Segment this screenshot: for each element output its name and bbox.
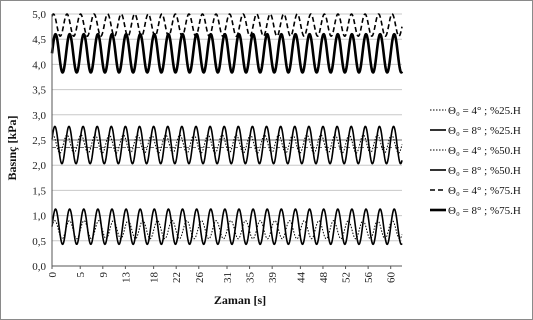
x-tick-label: 48: [318, 272, 330, 284]
series-lines: [50, 13, 404, 246]
y-tick-label: 3,5: [32, 85, 46, 97]
legend-label: Θ₀ = 8° ; %50.H: [448, 165, 521, 177]
x-tick-label: 56: [363, 272, 375, 284]
series-line: [51, 208, 403, 246]
x-tick-label: 13: [120, 272, 132, 284]
axes: 0,0 0,5 1,0 1,5 2,0 2,5 3,0 3,5 4,0 4,5 5,0 0 5 9 13 18…: [32, 9, 402, 283]
x-tick-label: 39: [267, 272, 279, 284]
x-tick-label: 35: [245, 272, 257, 284]
y-tick-label: 0,0: [32, 261, 46, 273]
legend-label: Θ₀ = 4° ; %25.H: [448, 105, 521, 117]
legend-label: Θ₀ = 8° ; %75.H: [448, 205, 521, 217]
y-tick-label: 1,0: [32, 211, 46, 223]
x-tick-label: 9: [98, 272, 110, 278]
x-tick-label: 18: [149, 272, 161, 284]
series-line: [51, 220, 403, 240]
y-tick-label: 4,5: [32, 34, 46, 46]
x-tick-label: 52: [341, 272, 353, 283]
y-tick-label: 3,0: [32, 110, 46, 122]
x-tick-label: 26: [194, 272, 206, 284]
legend-label: Θ₀ = 4° ; %50.H: [448, 145, 521, 157]
y-tick-label: 2,0: [32, 160, 46, 172]
x-tick-label: 31: [222, 272, 234, 283]
series-line: [51, 134, 403, 154]
y-tick-label: 4,0: [32, 59, 46, 71]
series-line: [50, 32, 404, 74]
x-tick-label: 22: [171, 272, 183, 283]
legend: Θ₀ = 4° ; %25.H Θ₀ = 8° ; %25.H Θ₀ = 4° ; …: [430, 105, 521, 217]
x-tick-label: 44: [295, 272, 307, 284]
y-tick-label: 2,5: [32, 135, 46, 147]
x-tick-label: 0: [47, 272, 59, 278]
y-tick-label: 5,0: [32, 9, 46, 21]
x-axis-title: Zaman [s]: [214, 293, 266, 307]
x-tick-label: 60: [386, 272, 398, 284]
x-tick-label: 5: [75, 272, 87, 278]
y-axis-title: Basınç [kPa]: [5, 115, 19, 180]
series-line: [51, 13, 403, 37]
legend-label: Θ₀ = 4° ; %75.H: [448, 185, 521, 197]
legend-label: Θ₀ = 8° ; %25.H: [448, 125, 521, 137]
y-tick-label: 0,5: [32, 236, 46, 248]
y-tick-label: 1,5: [32, 185, 46, 197]
series-line: [51, 125, 403, 165]
